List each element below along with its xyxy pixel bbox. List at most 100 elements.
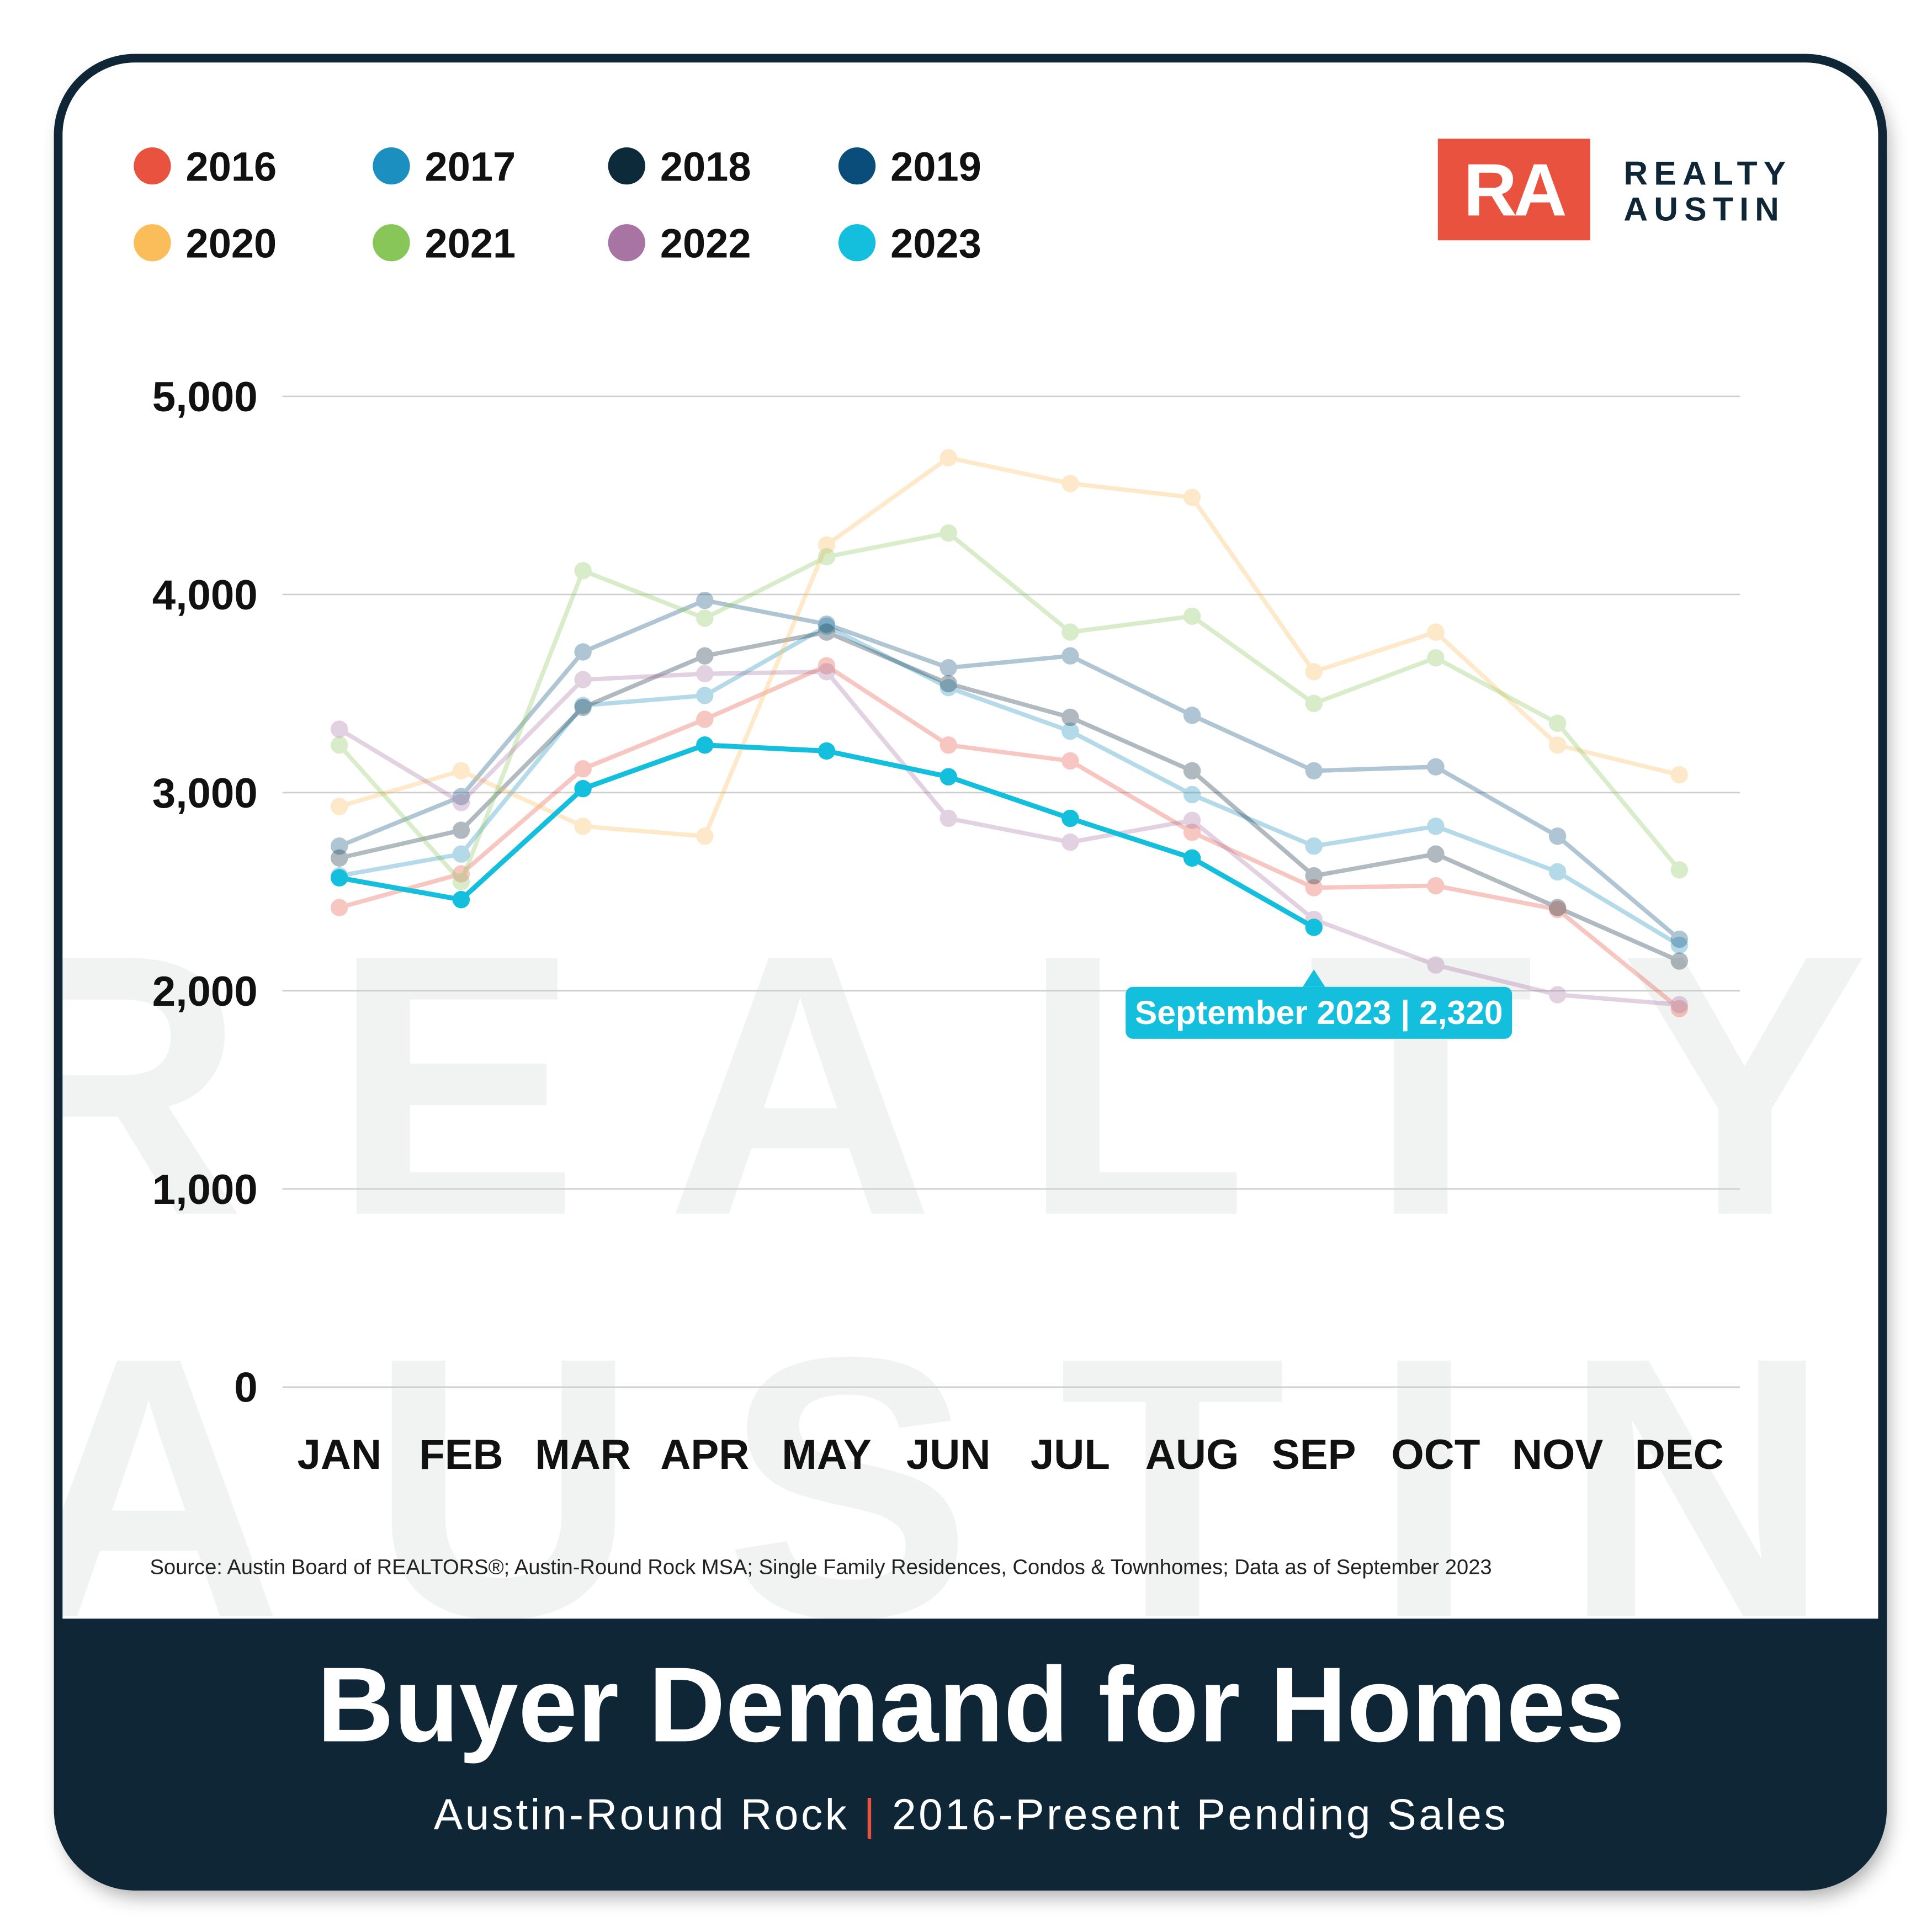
point [818, 548, 836, 566]
point [331, 736, 348, 754]
legend-label: 2023 [890, 221, 981, 267]
line [338, 669, 1680, 1007]
watermark: REALTY [0, 878, 1932, 1293]
legend-label: 2021 [425, 221, 516, 267]
line [339, 624, 1681, 947]
footer-band [58, 1618, 1883, 1886]
series [331, 623, 1689, 970]
point [1305, 762, 1323, 780]
point [1183, 762, 1201, 780]
point [696, 665, 714, 683]
point [452, 865, 470, 883]
point [940, 768, 957, 785]
series [331, 449, 1689, 845]
annotation-text: September 2023 | 2,320 [1135, 994, 1503, 1032]
point [1183, 785, 1201, 804]
point [1427, 845, 1445, 863]
point [940, 524, 957, 542]
point [940, 678, 957, 697]
y-tick-label: 5,000 [152, 374, 258, 421]
point [574, 818, 592, 835]
point [1183, 489, 1201, 506]
legend-label: 2019 [890, 144, 981, 190]
point [1670, 952, 1689, 970]
line [338, 630, 1680, 963]
title: Buyer Demand for Homes [317, 1644, 1625, 1764]
x-tick-label: NOV [1512, 1431, 1603, 1478]
point [1670, 996, 1689, 1013]
point [331, 837, 348, 855]
point [331, 849, 348, 867]
plot: 0 1,000 2,000 3,000 4,000 5,000 JAN FEB MAR APR MA… [134, 144, 1740, 1478]
point [1548, 714, 1567, 732]
x-tick-label: JUN [906, 1431, 991, 1478]
point [1427, 877, 1445, 895]
y-tick-label: 0 [234, 1365, 257, 1411]
y-tick-label: 1,000 [152, 1166, 258, 1213]
x-tick-label: SEP [1272, 1431, 1356, 1478]
legend-label: 2017 [425, 144, 516, 190]
series [331, 617, 1689, 954]
point [1061, 833, 1079, 851]
point [818, 617, 836, 635]
point [1061, 475, 1079, 492]
point [1305, 919, 1323, 936]
point [696, 609, 714, 627]
point [452, 821, 470, 839]
point [574, 760, 592, 778]
point [574, 671, 592, 688]
annotation: September 2023 | 2,320 [1126, 969, 1512, 1039]
legend-swatch [838, 224, 876, 262]
x-tick-label: OCT [1391, 1431, 1480, 1478]
point [696, 827, 714, 845]
annotation-pointer [1303, 969, 1325, 987]
point [1305, 694, 1323, 713]
y-tick-label: 2,000 [152, 968, 258, 1015]
point [818, 663, 836, 681]
point [940, 449, 957, 466]
point [331, 720, 348, 738]
subtitle-separator: | [864, 1790, 878, 1839]
legend-swatch [134, 147, 171, 185]
logo-box [1437, 139, 1590, 241]
point [696, 736, 714, 754]
legend-label: 2018 [660, 144, 751, 190]
series [331, 591, 1689, 948]
point [1183, 849, 1201, 867]
point [818, 536, 836, 554]
legend-swatch [134, 224, 171, 262]
legend-label: 2020 [186, 221, 277, 267]
legend-swatch [608, 224, 645, 262]
source: Source: Austin Board of REALTORS®; Austi… [150, 1556, 1492, 1579]
point [1061, 722, 1079, 740]
legend-swatch [838, 147, 876, 185]
card-border [54, 54, 1887, 1891]
x-tick-label: APR [660, 1431, 749, 1478]
legend-swatch [373, 147, 410, 185]
point [1427, 758, 1445, 776]
point [1183, 607, 1201, 625]
point [818, 657, 836, 675]
point [1670, 766, 1689, 784]
point [574, 697, 592, 714]
point [940, 736, 957, 754]
point [818, 615, 836, 633]
x-tick-label: JUL [1031, 1431, 1110, 1478]
point [1305, 867, 1323, 885]
point [452, 762, 470, 780]
point [1670, 1000, 1689, 1017]
point [818, 623, 836, 641]
subtitle-part: 2016-Present Pending Sales [892, 1790, 1508, 1839]
legend-swatch [608, 147, 645, 185]
point [818, 742, 836, 760]
point [452, 891, 470, 909]
x-tick-label: AUG [1145, 1431, 1239, 1478]
logo-mark: RA [1463, 148, 1565, 231]
point [1427, 623, 1445, 641]
point [1183, 707, 1201, 724]
line [338, 664, 1681, 1011]
legend-swatch [373, 224, 410, 262]
series [331, 524, 1689, 891]
point [1061, 708, 1079, 726]
point [452, 845, 470, 863]
